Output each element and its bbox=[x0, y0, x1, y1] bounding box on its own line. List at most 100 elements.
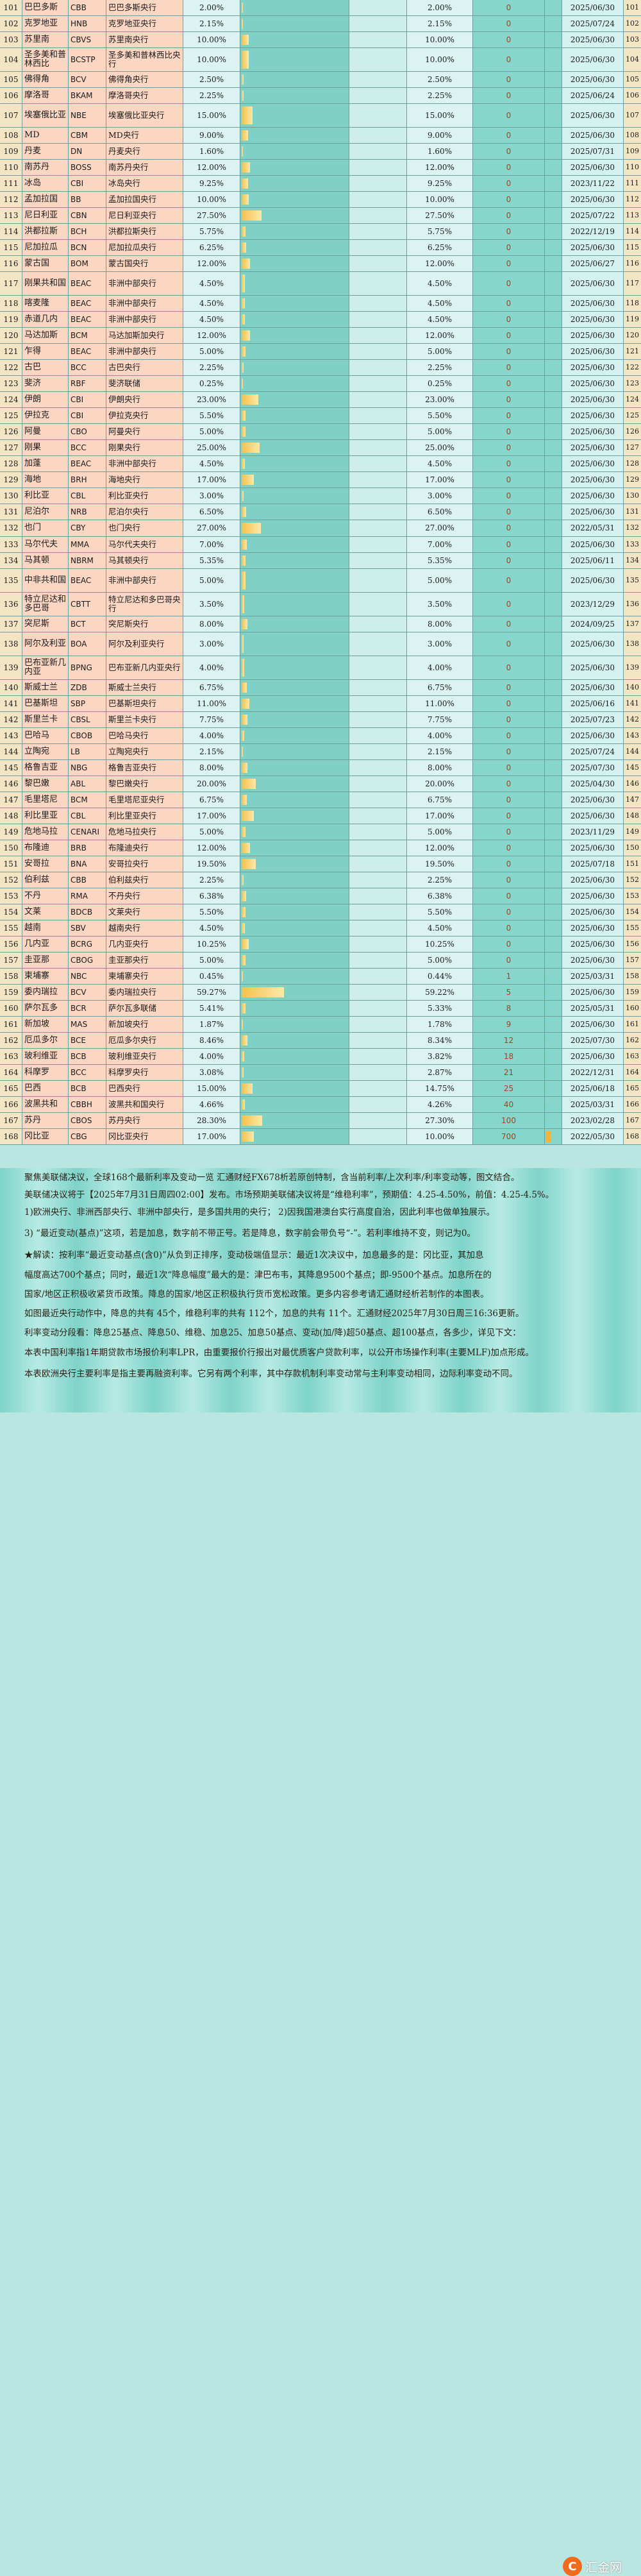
change-date: 2025/06/30 bbox=[562, 312, 624, 328]
rate-bar-cell bbox=[240, 440, 349, 456]
table-row: 140 斯威士兰 ZDB 斯威士兰央行 6.75% 6.75% 0 2025/06/30 140 bbox=[0, 679, 641, 696]
table-row: 119 赤道几内 BEAC 非洲中部央行 4.50% 4.50% 0 2025/06/30 11… bbox=[0, 312, 641, 328]
row-index-left: 154 bbox=[0, 904, 22, 920]
central-bank-name: 越南央行 bbox=[106, 920, 183, 936]
current-rate: 1.87% bbox=[183, 1016, 240, 1032]
rate-bar-cell bbox=[240, 72, 349, 88]
country-name: 中非共和国 bbox=[22, 568, 69, 592]
bank-code: BCSTP bbox=[69, 48, 106, 72]
row-index-right: 146 bbox=[624, 775, 641, 792]
row-index-left: 126 bbox=[0, 424, 22, 440]
table-row: 115 尼加拉瓜 BCN 尼加拉瓜央行 6.25% 6.25% 0 2025/06/30 115 bbox=[0, 240, 641, 257]
current-rate: 2.25% bbox=[183, 872, 240, 888]
change-bar-cell bbox=[545, 208, 562, 224]
row-index-right: 138 bbox=[624, 632, 641, 656]
rate-change-bp: 0 bbox=[473, 888, 545, 904]
spacer-cell bbox=[349, 1048, 407, 1064]
row-index-left: 168 bbox=[0, 1129, 22, 1145]
rate-bar bbox=[242, 794, 247, 805]
table-row: 132 也门 CBY 也门央行 27.00% 27.00% 0 2022/05/31 132 bbox=[0, 520, 641, 537]
table-row: 127 刚果 BCC 刚果央行 25.00% 25.00% 0 2025/06/30 127 bbox=[0, 440, 641, 457]
rate-bar-cell bbox=[240, 1097, 349, 1113]
current-rate: 10.25% bbox=[183, 936, 240, 952]
table-row: 143 巴哈马 CBOB 巴哈马央行 4.00% 4.00% 0 2025/06/30 143 bbox=[0, 727, 641, 744]
row-index-left: 159 bbox=[0, 984, 22, 1000]
current-rate: 4.00% bbox=[183, 1048, 240, 1064]
change-date: 2025/06/30 bbox=[562, 840, 624, 856]
rate-change-bp: 0 bbox=[473, 952, 545, 968]
rate-bar bbox=[242, 106, 253, 125]
central-bank-name: 尼日利亚央行 bbox=[106, 208, 183, 224]
rate-bar-cell bbox=[240, 32, 349, 48]
rate-bar bbox=[242, 19, 244, 30]
spacer-cell bbox=[349, 32, 407, 48]
central-bank-name: 非洲中部央行 bbox=[106, 456, 183, 472]
table-row: 159 委内瑞拉 BCV 委内瑞拉央行 59.27% 59.22% 5 2025/06/30 1… bbox=[0, 984, 641, 1001]
change-bar-cell bbox=[545, 968, 562, 984]
rate-change-bp: 0 bbox=[473, 592, 545, 616]
row-index-left: 116 bbox=[0, 256, 22, 272]
row-index-left: 112 bbox=[0, 192, 22, 208]
change-bar-cell bbox=[545, 984, 562, 1000]
previous-rate: 10.25% bbox=[407, 936, 473, 952]
central-bank-name: 斯里兰卡央行 bbox=[106, 711, 183, 727]
row-index-left: 151 bbox=[0, 856, 22, 872]
previous-rate: 3.00% bbox=[407, 632, 473, 656]
change-date: 2025/06/30 bbox=[562, 456, 624, 472]
rate-bar bbox=[242, 130, 249, 141]
row-index-right: 110 bbox=[624, 160, 641, 176]
spacer-cell bbox=[349, 256, 407, 272]
change-date: 2025/06/30 bbox=[562, 424, 624, 440]
change-bar-cell bbox=[545, 792, 562, 808]
previous-rate: 6.50% bbox=[407, 504, 473, 520]
current-rate: 9.25% bbox=[183, 176, 240, 192]
rate-change-bp: 0 bbox=[473, 176, 545, 192]
change-bar-cell bbox=[545, 920, 562, 936]
rate-bar bbox=[242, 491, 244, 502]
previous-rate: 2.87% bbox=[407, 1064, 473, 1080]
rate-bar-cell bbox=[240, 1048, 349, 1064]
previous-rate: 2.00% bbox=[407, 0, 473, 16]
rate-bar-cell bbox=[240, 48, 349, 72]
rate-change-bp: 0 bbox=[473, 128, 545, 144]
rate-change-bp: 0 bbox=[473, 72, 545, 88]
change-date: 2025/07/24 bbox=[562, 743, 624, 759]
row-index-left: 150 bbox=[0, 840, 22, 856]
spacer-cell bbox=[349, 1113, 407, 1129]
bank-code: SBP bbox=[69, 695, 106, 711]
spacer-cell bbox=[349, 711, 407, 727]
previous-rate: 8.00% bbox=[407, 616, 473, 632]
current-rate: 12.00% bbox=[183, 160, 240, 176]
bank-code: MMA bbox=[69, 536, 106, 552]
previous-rate: 2.25% bbox=[407, 872, 473, 888]
rate-change-bp: 0 bbox=[473, 840, 545, 856]
change-date: 2025/05/31 bbox=[562, 1000, 624, 1016]
spacer-cell bbox=[349, 775, 407, 792]
row-index-left: 117 bbox=[0, 272, 22, 296]
rate-bar bbox=[242, 922, 245, 933]
row-index-right: 140 bbox=[624, 679, 641, 695]
spacer-cell bbox=[349, 472, 407, 488]
row-index-left: 165 bbox=[0, 1081, 22, 1097]
central-bank-name: 毛里塔尼亚央行 bbox=[106, 792, 183, 808]
row-index-right: 163 bbox=[624, 1048, 641, 1064]
rate-change-bp: 0 bbox=[473, 296, 545, 312]
table-row: 130 利比亚 CBL 利比亚央行 3.00% 3.00% 0 2025/06/30 130 bbox=[0, 488, 641, 505]
spacer-cell bbox=[349, 743, 407, 759]
spacer-cell bbox=[349, 0, 407, 16]
row-index-right: 159 bbox=[624, 984, 641, 1000]
change-date: 2025/07/18 bbox=[562, 856, 624, 872]
previous-rate: 23.00% bbox=[407, 392, 473, 408]
table-row: 141 巴基斯坦 SBP 巴基斯坦央行 11.00% 11.00% 0 2025/06/16 1… bbox=[0, 695, 641, 712]
change-date: 2022/05/30 bbox=[562, 1129, 624, 1145]
change-bar-cell bbox=[545, 240, 562, 256]
row-index-left: 167 bbox=[0, 1113, 22, 1129]
central-bank-name: 科摩罗央行 bbox=[106, 1064, 183, 1080]
rate-bar-cell bbox=[240, 1129, 349, 1145]
central-bank-name: 不丹央行 bbox=[106, 888, 183, 904]
change-date: 2025/04/30 bbox=[562, 775, 624, 792]
change-date: 2022/12/19 bbox=[562, 224, 624, 240]
row-index-left: 156 bbox=[0, 936, 22, 952]
bank-code: BPNG bbox=[69, 656, 106, 679]
note-line: 本表欧洲央行主要利率是指主要再融资利率。它另有两个利率，其中存款机制利率变动常与… bbox=[24, 1369, 518, 1379]
